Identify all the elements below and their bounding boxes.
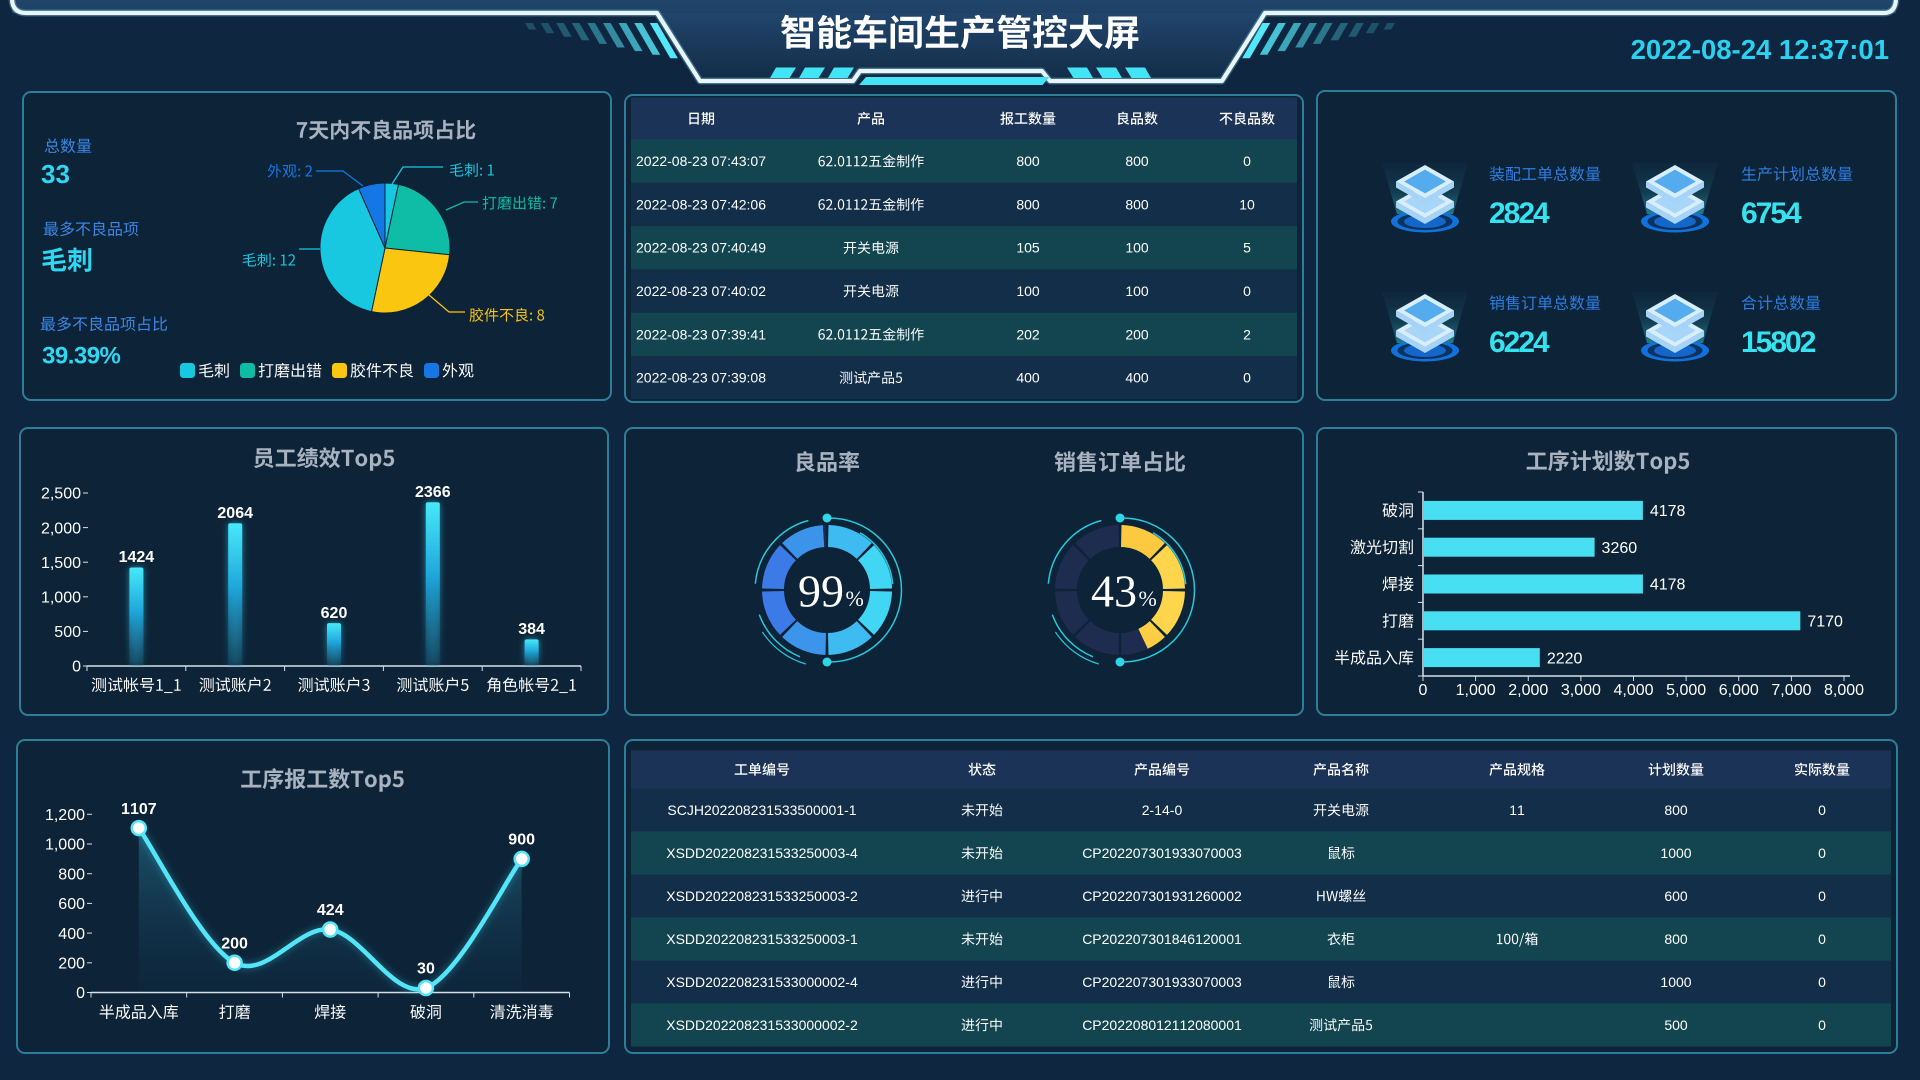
svg-text:XSDD202208231533250003-1: XSDD202208231533250003-1 (666, 931, 858, 947)
svg-text:2,500: 2,500 (41, 486, 81, 503)
svg-text:XSDD202208231533000002-4: XSDD202208231533000002-4 (666, 974, 858, 990)
svg-text:3,000: 3,000 (1561, 682, 1601, 699)
svg-text:800: 800 (1664, 802, 1688, 818)
svg-text:2022-08-23 07:40:49: 2022-08-23 07:40:49 (636, 240, 766, 256)
svg-text:33: 33 (41, 159, 70, 189)
svg-text:0: 0 (1243, 153, 1251, 169)
svg-text:2-14-0: 2-14-0 (1142, 802, 1183, 818)
svg-text:1107: 1107 (121, 801, 157, 818)
svg-text:100: 100 (1016, 283, 1040, 299)
svg-text:CP202207301931260002: CP202207301931260002 (1082, 888, 1242, 904)
svg-text:2064: 2064 (217, 505, 253, 522)
svg-text:800: 800 (1664, 931, 1688, 947)
svg-text:11: 11 (1509, 802, 1525, 818)
svg-text:39.39%: 39.39% (42, 343, 121, 370)
svg-text:3260: 3260 (1602, 540, 1638, 557)
svg-text:800: 800 (1125, 153, 1149, 169)
svg-text:4178: 4178 (1650, 577, 1686, 594)
svg-text:6754: 6754 (1741, 197, 1802, 230)
svg-text:XSDD202208231533000002-2: XSDD202208231533000002-2 (666, 1017, 858, 1033)
svg-text:600: 600 (1664, 888, 1688, 904)
svg-text:0: 0 (1818, 1017, 1826, 1033)
svg-text:CP202207301933070003: CP202207301933070003 (1082, 974, 1242, 990)
svg-text:%: % (1138, 586, 1156, 611)
svg-text:CP202207301846120001: CP202207301846120001 (1082, 931, 1242, 947)
svg-text:500: 500 (1664, 1017, 1688, 1033)
svg-text:2022-08-23 07:43:07: 2022-08-23 07:43:07 (636, 153, 766, 169)
svg-text:1000: 1000 (1660, 845, 1691, 861)
svg-text:384: 384 (518, 621, 545, 638)
svg-text:800: 800 (1016, 196, 1040, 212)
svg-text:100: 100 (1125, 283, 1149, 299)
svg-text:0: 0 (1818, 974, 1826, 990)
svg-text:2366: 2366 (415, 484, 451, 501)
svg-text:CP202208012112080001: CP202208012112080001 (1082, 1017, 1242, 1033)
svg-text:620: 620 (321, 605, 348, 622)
svg-text:2824: 2824 (1489, 197, 1550, 230)
svg-text:XSDD202208231533250003-4: XSDD202208231533250003-4 (666, 845, 858, 861)
svg-text:0: 0 (1818, 931, 1826, 947)
svg-text:2022-08-23 07:39:41: 2022-08-23 07:39:41 (636, 326, 766, 342)
svg-text:6,000: 6,000 (1719, 682, 1759, 699)
svg-text:0: 0 (76, 985, 85, 1002)
svg-text:0: 0 (72, 659, 81, 676)
svg-text:XSDD202208231533250003-2: XSDD202208231533250003-2 (666, 888, 858, 904)
svg-text:424: 424 (317, 902, 344, 919)
svg-text:0: 0 (1818, 802, 1826, 818)
svg-text:800: 800 (1125, 196, 1149, 212)
svg-text:2022-08-24 12:37:01: 2022-08-24 12:37:01 (1631, 34, 1889, 65)
svg-text:900: 900 (508, 832, 535, 849)
svg-text:1,200: 1,200 (45, 807, 85, 824)
svg-text:500: 500 (54, 624, 81, 641)
svg-text:0: 0 (1243, 283, 1251, 299)
svg-text:2220: 2220 (1547, 650, 1583, 667)
svg-text:2022-08-23 07:42:06: 2022-08-23 07:42:06 (636, 196, 766, 212)
svg-text:10: 10 (1239, 196, 1255, 212)
svg-text:%: % (845, 586, 863, 611)
svg-text:202: 202 (1016, 326, 1040, 342)
svg-text:6224: 6224 (1489, 326, 1550, 359)
svg-text:800: 800 (1016, 153, 1040, 169)
svg-text:2022-08-23 07:39:08: 2022-08-23 07:39:08 (636, 370, 766, 386)
svg-text:400: 400 (1016, 370, 1040, 386)
svg-text:2: 2 (1243, 326, 1251, 342)
svg-text:8,000: 8,000 (1824, 682, 1864, 699)
svg-text:CP202207301933070003: CP202207301933070003 (1082, 845, 1242, 861)
svg-text:2,000: 2,000 (41, 520, 81, 537)
svg-text:1424: 1424 (119, 549, 155, 566)
svg-text:2,000: 2,000 (1508, 682, 1548, 699)
svg-text:30: 30 (417, 961, 435, 978)
svg-text:400: 400 (58, 926, 85, 943)
svg-text:43: 43 (1091, 566, 1137, 617)
svg-text:1,000: 1,000 (1456, 682, 1496, 699)
svg-text:400: 400 (1125, 370, 1149, 386)
svg-text:800: 800 (58, 866, 85, 883)
svg-text:0: 0 (1818, 888, 1826, 904)
svg-text:7,000: 7,000 (1771, 682, 1811, 699)
svg-text:200: 200 (1125, 326, 1149, 342)
svg-text:2022-08-23 07:40:02: 2022-08-23 07:40:02 (636, 283, 766, 299)
svg-text:4178: 4178 (1650, 503, 1686, 520)
svg-text:1,000: 1,000 (45, 837, 85, 854)
svg-text:1000: 1000 (1660, 974, 1691, 990)
svg-text:100: 100 (1125, 240, 1149, 256)
svg-text:1,000: 1,000 (41, 589, 81, 606)
svg-text:SCJH202208231533500001-1: SCJH202208231533500001-1 (667, 802, 856, 818)
svg-text:4,000: 4,000 (1613, 682, 1653, 699)
svg-text:200: 200 (58, 955, 85, 972)
svg-text:0: 0 (1419, 682, 1428, 699)
svg-text:0: 0 (1243, 370, 1251, 386)
svg-text:5,000: 5,000 (1666, 682, 1706, 699)
svg-text:600: 600 (58, 896, 85, 913)
svg-text:200: 200 (221, 935, 248, 952)
svg-text:1,500: 1,500 (41, 555, 81, 572)
svg-text:105: 105 (1016, 240, 1040, 256)
svg-text:5: 5 (1243, 240, 1251, 256)
svg-text:7170: 7170 (1807, 613, 1843, 630)
svg-text:99: 99 (798, 566, 844, 617)
svg-text:0: 0 (1818, 845, 1826, 861)
svg-text:15802: 15802 (1741, 326, 1816, 359)
